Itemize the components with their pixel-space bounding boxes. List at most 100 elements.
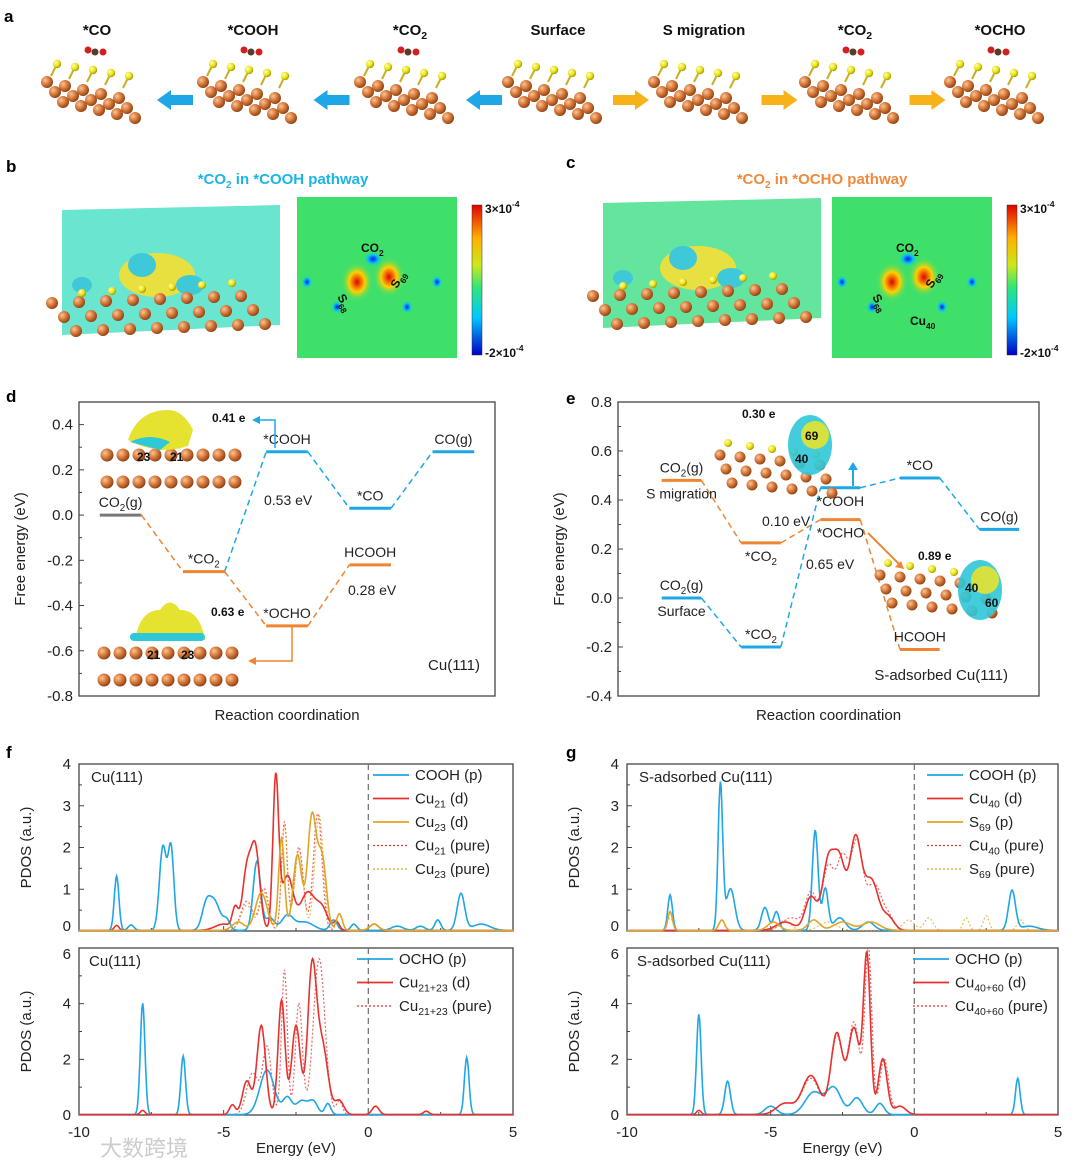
cu-atom <box>572 108 584 120</box>
barrier-label-cooh: 0.65 eV <box>806 556 855 572</box>
label-base: *OCHO <box>975 22 1026 39</box>
atom-label: 60 <box>985 596 999 610</box>
y-tick-label: -0.2 <box>47 552 73 569</box>
cu-atom <box>861 98 873 110</box>
cu-atom <box>205 320 217 332</box>
y-tick-label: 0.8 <box>591 394 612 411</box>
atom-label: 40 <box>795 452 809 466</box>
free-energy-diagram-s-adsorbed-cu111: -0.4 -0.2 0.0 0.2 0.4 0.6 0.8 Reaction coordina… <box>551 394 1040 724</box>
s-atom <box>208 59 218 69</box>
cu-atom <box>776 283 788 295</box>
label-sup: -4 <box>1051 343 1059 353</box>
surface-annotation: S-adsorbed Cu(111) <box>874 667 1008 684</box>
connector-ocho-hcooh <box>859 519 901 650</box>
s-atom <box>882 71 892 81</box>
arrow-icon <box>867 532 901 566</box>
s-atom <box>955 59 965 69</box>
o-atom <box>987 46 995 54</box>
cu-atom <box>780 469 792 481</box>
s-atom <box>677 62 687 72</box>
level-sublabel: S migration <box>646 485 717 501</box>
y-tick-label: 2 <box>611 840 619 857</box>
y-tick-label: 0 <box>63 918 71 935</box>
cu-atom <box>754 453 766 465</box>
positive-region <box>908 257 940 297</box>
cu-atom <box>164 475 178 489</box>
x-axis-label: Reaction coordination <box>756 707 901 724</box>
state-label: *COOH <box>228 22 279 39</box>
cu-atom <box>231 100 243 112</box>
structure-0: *CO <box>41 22 141 124</box>
cu-atom <box>193 646 207 660</box>
cu-atom <box>528 90 540 102</box>
structure-6: *OCHO <box>944 22 1044 124</box>
cu-atom <box>914 573 926 585</box>
panel-b-title: *CO2 in *COOH pathway <box>198 171 369 191</box>
title-tail: in *OCHO pathway <box>771 171 908 188</box>
panel-letter-f: f <box>6 743 12 762</box>
s-atom <box>244 65 254 75</box>
s-atom <box>1027 71 1037 81</box>
x-tick-label: 5 <box>1054 1124 1062 1141</box>
cu-atom <box>247 304 259 316</box>
y-tick-label: -0.4 <box>47 598 73 615</box>
negative-region <box>431 275 443 289</box>
label-base: *COOH <box>817 493 864 509</box>
cu-atom <box>103 98 115 110</box>
y-tick-label: -0.8 <box>47 688 73 705</box>
y-tick-label: 0.0 <box>591 590 612 607</box>
charge-transfer-label: 0.89 e <box>918 549 952 563</box>
cu-atom <box>116 448 130 462</box>
panel-letter-g: g <box>566 743 576 762</box>
s-atom <box>106 68 116 78</box>
cu-atom <box>129 673 143 687</box>
cu-atom <box>132 448 146 462</box>
label-tail: (d) <box>1004 975 1027 992</box>
y-tick-label: 6 <box>611 946 619 963</box>
connector-co2g_s-co2_s <box>700 479 742 544</box>
cu-atom <box>220 305 232 317</box>
label-base: CO <box>660 577 681 593</box>
s-atom <box>198 281 206 289</box>
label-tail: (pure) <box>446 838 490 855</box>
level-label-cog: CO(g) <box>434 431 472 447</box>
connector-co2-ocho <box>224 571 267 627</box>
label-base: 3×10 <box>485 202 512 216</box>
cu-atom <box>626 303 638 315</box>
label-sub: 40+60 <box>974 983 1004 995</box>
o-atom <box>397 46 405 54</box>
label-base: HCOOH <box>894 628 946 644</box>
negative-region <box>331 300 343 314</box>
label-tail: (g) <box>125 494 142 510</box>
label-sub: 2 <box>771 635 776 646</box>
state-label: *CO <box>83 22 112 39</box>
cu-atom <box>900 585 912 597</box>
s-atom <box>950 568 958 576</box>
level-label-cog: CO(g) <box>980 508 1018 524</box>
cu-atom <box>362 86 374 98</box>
y-tick-label: 0.4 <box>52 417 73 434</box>
cu-atom <box>766 481 778 493</box>
negative-region <box>363 251 383 267</box>
cu-atom <box>746 313 758 325</box>
s-atom <box>78 289 86 297</box>
cu-atom <box>212 475 226 489</box>
positive-region <box>876 262 908 302</box>
label-base: *CO <box>357 487 384 503</box>
cu-atom <box>164 448 178 462</box>
cu-atom <box>112 309 124 321</box>
cu-atom <box>546 94 558 106</box>
s-atom <box>549 65 559 75</box>
cu-atom <box>269 92 281 104</box>
cu-atom <box>656 86 668 98</box>
series-line-0 <box>79 1003 513 1116</box>
cu-atom <box>851 104 863 116</box>
cu-atom <box>228 448 242 462</box>
y-tick-label: 0.4 <box>591 492 612 509</box>
label-tail: (p) <box>1000 951 1023 968</box>
cu-atom <box>46 297 58 309</box>
arrow-right-icon <box>909 90 946 110</box>
s-atom <box>768 445 776 453</box>
